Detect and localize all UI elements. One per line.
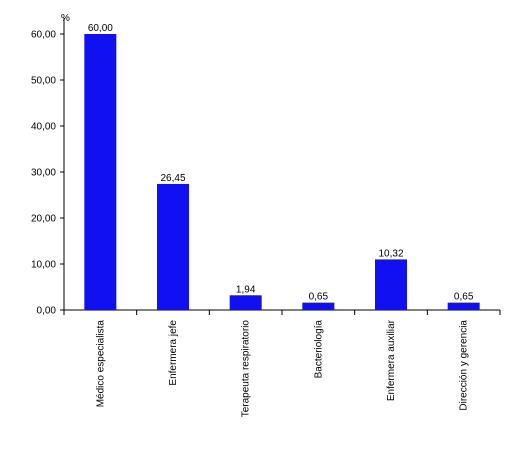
- y-axis-unit-label: %: [61, 13, 70, 24]
- x-tick-labels: Médico especialista Enfermera jefe Terapeu…: [95, 319, 469, 417]
- bar: [375, 259, 407, 310]
- axes: %: [61, 13, 500, 311]
- x-tick-label: Bacteriología: [313, 320, 324, 379]
- y-tick-label: 60,00: [31, 30, 56, 41]
- data-label: 26,45: [160, 173, 185, 184]
- y-tick-label: 10,00: [31, 260, 56, 271]
- data-label: 1,94: [236, 284, 256, 295]
- bar: [84, 34, 117, 310]
- bar: [302, 302, 335, 310]
- bar: [157, 183, 189, 310]
- y-tick-label: 40,00: [31, 122, 56, 133]
- x-tick-label: Terapeuta respiratorio: [241, 320, 252, 418]
- x-tick-label: Dirección y gerencia: [459, 320, 470, 411]
- data-label: 0,65: [309, 292, 329, 303]
- x-tick-label: Médico especialista: [95, 320, 106, 408]
- data-label: 10,32: [378, 248, 403, 259]
- y-tick-label: 0,00: [37, 306, 57, 317]
- bar: [229, 295, 262, 310]
- x-ticks: [63, 310, 501, 315]
- y-tick-label: 20,00: [31, 214, 56, 225]
- data-label: 60,00: [88, 23, 113, 34]
- data-label: 0,65: [454, 292, 474, 303]
- bar: [447, 302, 480, 310]
- y-tick-label: 50,00: [31, 76, 56, 87]
- y-tick-label: 30,00: [31, 168, 56, 179]
- bars: [84, 34, 480, 310]
- x-tick-label: Enfermera jefe: [168, 320, 179, 386]
- y-ticks: 0,00 10,00 20,00 30,00 40,00 50,00 60,00: [31, 30, 64, 317]
- x-tick-label: Enfermera auxiliar: [386, 319, 397, 401]
- data-labels: 60,00 26,45 1,94 0,65 10,32 0,65: [88, 23, 474, 303]
